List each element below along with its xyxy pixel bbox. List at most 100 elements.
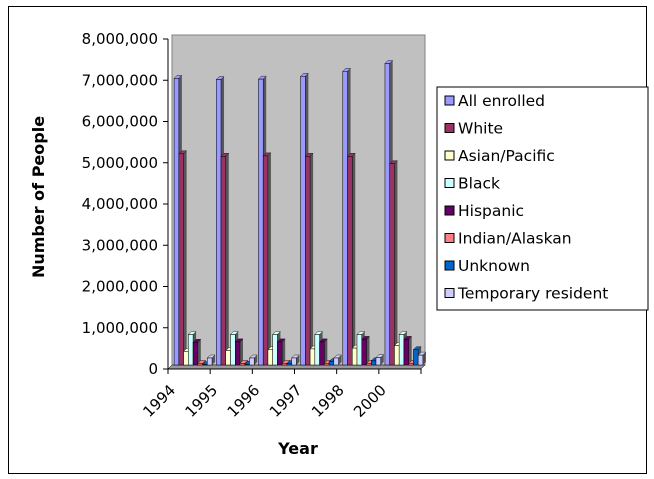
bar-indian-alaskan xyxy=(281,363,288,366)
y-tick-label: 7,000,000 xyxy=(82,71,158,89)
bar-white xyxy=(220,156,227,366)
y-tick-label: 6,000,000 xyxy=(82,113,158,131)
bar-unknown xyxy=(413,349,419,366)
x-axis-title: Year xyxy=(277,439,318,458)
bar-asian-pacific xyxy=(183,351,189,366)
bar-black xyxy=(356,334,363,366)
legend-swatch xyxy=(444,233,455,243)
x-tick-label: 1994 xyxy=(139,381,179,421)
bar-side xyxy=(366,336,370,365)
legend-swatch xyxy=(444,178,455,188)
bar-side xyxy=(239,338,243,365)
bar-asian-pacific xyxy=(309,348,316,366)
legend-label: Unknown xyxy=(458,257,530,275)
bar-black xyxy=(272,334,278,366)
bar-side xyxy=(282,338,286,365)
bar-temporary-resident xyxy=(249,357,255,366)
legend-label: White xyxy=(458,120,503,138)
x-tick-label: 1996 xyxy=(224,381,264,421)
bar-black xyxy=(230,334,236,366)
bar-indian-alaskan xyxy=(324,363,330,366)
x-tick-label: 1998 xyxy=(308,381,348,421)
bar-hispanic xyxy=(277,341,283,366)
bar-unknown xyxy=(202,364,208,366)
y-axis-title: Number of People xyxy=(29,116,48,278)
plot-area xyxy=(171,34,426,366)
bar-side xyxy=(408,336,412,365)
legend-swatch xyxy=(444,150,455,161)
bar-hispanic xyxy=(319,341,325,366)
bar-black xyxy=(398,334,405,366)
bar-all-enrolled xyxy=(342,71,348,366)
x-tick-label: 2000 xyxy=(350,381,390,421)
bar-temporary-resident xyxy=(417,354,424,366)
y-tick-label: 1,000,000 xyxy=(82,319,158,337)
bar-black xyxy=(188,334,194,366)
legend-swatch xyxy=(444,288,455,298)
bar-side xyxy=(380,354,384,365)
legend-label: Temporary resident xyxy=(457,285,608,303)
bar-temporary-resident xyxy=(291,357,297,366)
bar-hispanic xyxy=(361,339,367,366)
legend-label: Indian/Alaskan xyxy=(458,230,572,248)
bar-all-enrolled xyxy=(173,78,180,366)
bar-side xyxy=(183,150,187,365)
y-tick-label: 4,000,000 xyxy=(82,195,158,213)
x-tick-label: 1997 xyxy=(266,381,306,421)
bar-side xyxy=(422,352,426,365)
bar-indian-alaskan xyxy=(239,363,245,366)
x-tick-label: 1995 xyxy=(181,381,221,421)
bar-side xyxy=(225,153,229,365)
bar-temporary-resident xyxy=(333,357,339,366)
bar-unknown xyxy=(286,363,292,366)
bar-indian-alaskan xyxy=(197,363,203,366)
bar-side xyxy=(267,152,271,365)
bar-black xyxy=(314,334,320,366)
legend-label: All enrolled xyxy=(458,92,545,110)
bar-white xyxy=(389,163,395,366)
bar-unknown xyxy=(328,361,335,366)
bar-indian-alaskan xyxy=(408,363,414,366)
y-tick-label: 0 xyxy=(148,360,158,378)
bar-indian-alaskan xyxy=(366,363,372,366)
legend-swatch xyxy=(444,95,455,106)
bar-temporary-resident xyxy=(207,357,213,366)
bar-side xyxy=(352,153,356,365)
bar-asian-pacific xyxy=(225,350,231,366)
plot-floor xyxy=(167,364,426,370)
legend-label: Hispanic xyxy=(458,202,524,220)
bar-all-enrolled xyxy=(384,63,390,366)
legend: All enrolled White Asian/Pacific Black Hispa… xyxy=(436,86,649,311)
legend-label: Asian/Pacific xyxy=(458,147,555,165)
bar-side xyxy=(324,338,328,365)
legend-swatch xyxy=(444,123,455,133)
bar-hispanic xyxy=(403,339,409,366)
legend-box xyxy=(436,86,649,311)
bar-side xyxy=(197,339,201,365)
y-tick-label: 5,000,000 xyxy=(82,154,158,172)
bar-asian-pacific xyxy=(394,345,400,366)
bar-hispanic xyxy=(192,342,199,366)
bar-white xyxy=(262,155,269,366)
bar-white xyxy=(178,153,184,366)
bar-asian-pacific xyxy=(267,349,273,366)
bar-all-enrolled xyxy=(258,78,264,366)
bar-unknown xyxy=(244,363,250,366)
bar-asian-pacific xyxy=(352,347,358,366)
bar-side xyxy=(394,160,398,365)
bar-temporary-resident xyxy=(375,357,381,366)
legend-swatch xyxy=(444,205,455,216)
bar-white xyxy=(347,156,353,366)
bar-white xyxy=(305,156,311,366)
bar-unknown xyxy=(370,360,377,366)
y-tick-label: 8,000,000 xyxy=(82,30,158,48)
bar-all-enrolled xyxy=(300,76,306,366)
y-tick-label: 2,000,000 xyxy=(82,278,158,296)
bar-side xyxy=(310,153,314,365)
legend-label: Black xyxy=(458,175,500,193)
legend-swatch xyxy=(444,260,455,271)
y-tick-label: 3,000,000 xyxy=(82,236,158,254)
bar-all-enrolled xyxy=(216,79,222,366)
bar-hispanic xyxy=(235,341,241,366)
